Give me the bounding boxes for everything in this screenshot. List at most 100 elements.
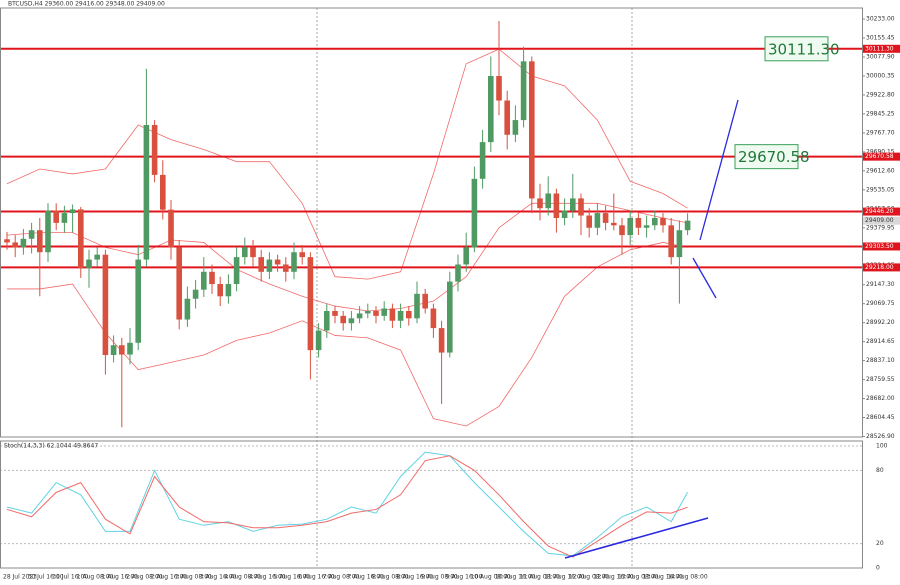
candle-body bbox=[406, 310, 412, 319]
candle-body bbox=[324, 310, 330, 331]
candle-body bbox=[217, 284, 223, 297]
candle-body bbox=[611, 222, 617, 226]
candle-body bbox=[438, 328, 445, 353]
candle-body bbox=[471, 178, 478, 248]
candle-body bbox=[102, 254, 109, 356]
level-callout-label: 30111.30 bbox=[768, 40, 840, 58]
bollinger-band bbox=[6, 48, 688, 280]
y-tick-label: 29379.95 bbox=[866, 224, 895, 231]
x-tick-label: 8 Aug 08:00 bbox=[372, 574, 409, 581]
candle-body bbox=[283, 264, 289, 272]
y-tick-label: 28682.00 bbox=[866, 395, 895, 402]
candle-body bbox=[594, 213, 601, 228]
y-tick-label: 30233.00 bbox=[866, 16, 895, 23]
candle-body bbox=[143, 124, 150, 260]
y-tick-label: 30000.35 bbox=[866, 72, 895, 79]
level-callout-label: 29670.58 bbox=[738, 148, 810, 166]
candle-body bbox=[553, 193, 560, 218]
candle-body bbox=[242, 247, 248, 258]
y-tick-label: 29922.80 bbox=[866, 91, 895, 98]
candle-body bbox=[422, 293, 428, 309]
x-tick-label: 4 Aug 16:00 bbox=[249, 574, 286, 581]
candle-body bbox=[45, 210, 51, 253]
x-tick-label: 1 Aug 08:00 bbox=[77, 574, 114, 581]
y-tick-label: 28604.45 bbox=[866, 414, 895, 421]
y-tick-label: 29147.30 bbox=[866, 281, 895, 288]
x-tick-label: 12 Aug 08:00 bbox=[569, 574, 610, 581]
candle-body bbox=[602, 213, 609, 223]
chart-title: BTCUSD,H4 29360.00 29416.00 29348.00 294… bbox=[8, 1, 165, 8]
trend-line bbox=[692, 257, 717, 299]
candle-body bbox=[315, 330, 322, 351]
candle-body bbox=[307, 257, 314, 351]
candle-body bbox=[4, 239, 10, 243]
x-tick-label: 9 Aug 16:00 bbox=[446, 574, 483, 581]
candle-body bbox=[365, 310, 371, 314]
candle-body bbox=[127, 342, 133, 355]
trend-line bbox=[699, 99, 739, 241]
price-panel: 28526.90 28604.45 28682.00 28759.55 28837.10… bbox=[0, 16, 900, 581]
candle-body bbox=[586, 215, 592, 228]
x-tick-label: 12 Aug 16:00 bbox=[593, 574, 634, 581]
level-callout bbox=[734, 144, 799, 170]
level-tag bbox=[863, 152, 900, 161]
x-tick-label: 10 Aug 16:00 bbox=[495, 574, 536, 581]
candle-body bbox=[381, 308, 387, 316]
candle-body bbox=[356, 313, 363, 319]
x-tick-label: 4 Aug 08:00 bbox=[224, 574, 261, 581]
last-price-tag bbox=[863, 216, 900, 225]
x-tick-label: 14 Aug 08:00 bbox=[667, 574, 708, 581]
stoch-line bbox=[6, 455, 688, 558]
y-tick-label: 28526.90 bbox=[866, 433, 895, 440]
candle-body bbox=[299, 252, 305, 258]
y-tick-label: 29767.70 bbox=[866, 129, 895, 136]
y-tick-label: 28837.10 bbox=[866, 357, 895, 364]
stoch-frame bbox=[0, 440, 863, 569]
candle-body bbox=[676, 230, 683, 258]
candle-body bbox=[504, 100, 510, 135]
candle-body bbox=[512, 120, 519, 135]
candle-body bbox=[332, 310, 338, 316]
candle-body bbox=[274, 259, 281, 265]
candle-body bbox=[652, 217, 658, 226]
level-tag bbox=[863, 207, 900, 216]
candle-body bbox=[201, 271, 207, 290]
candle-body bbox=[160, 174, 166, 210]
candle-body bbox=[110, 345, 117, 356]
candle-body bbox=[225, 284, 232, 297]
y-tick-label: 80 bbox=[876, 467, 884, 474]
y-tick-label: 29690.15 bbox=[866, 148, 895, 155]
x-tick-label: 31 Jul 16:00 bbox=[52, 574, 88, 581]
stoch-line bbox=[6, 451, 689, 557]
x-tick-label: 30 Jul 16:00 bbox=[28, 574, 64, 581]
candle-body bbox=[455, 264, 461, 282]
x-tick-label: 28 Jul 2023 bbox=[3, 574, 37, 581]
candle-body bbox=[86, 259, 92, 269]
candle-body bbox=[529, 61, 535, 199]
x-tick-label: 11 Aug 08:00 bbox=[520, 574, 561, 581]
candle-body bbox=[578, 198, 584, 216]
candle-body bbox=[570, 198, 576, 211]
x-tick-label: 13 Aug 08:00 bbox=[618, 574, 659, 581]
candle-body bbox=[340, 315, 346, 324]
x-tick-label: 7 Aug 16:00 bbox=[347, 574, 384, 581]
candle-body bbox=[184, 298, 191, 320]
level-label: 29670.58 bbox=[865, 153, 894, 160]
level-tag bbox=[863, 242, 900, 251]
y-tick-label: 0 bbox=[876, 565, 880, 572]
y-tick-label: 28992.20 bbox=[866, 319, 895, 326]
y-tick-label: 28914.65 bbox=[866, 338, 895, 345]
candle-body bbox=[168, 209, 174, 248]
candle-body bbox=[479, 142, 486, 179]
candle-body bbox=[545, 193, 551, 209]
y-tick-label: 28759.55 bbox=[866, 376, 895, 383]
candle-body bbox=[250, 247, 256, 258]
x-tick-label: 2 Aug 16:00 bbox=[151, 574, 188, 581]
stoch-panel: 0 20 80 100 bbox=[0, 443, 888, 572]
candle-body bbox=[348, 318, 355, 324]
level-label: 29446.20 bbox=[865, 208, 894, 215]
y-tick-label: 29845.25 bbox=[866, 110, 895, 117]
y-tick-label: 30077.90 bbox=[866, 53, 895, 60]
x-tick-label: 2 Aug 08:00 bbox=[126, 574, 163, 581]
